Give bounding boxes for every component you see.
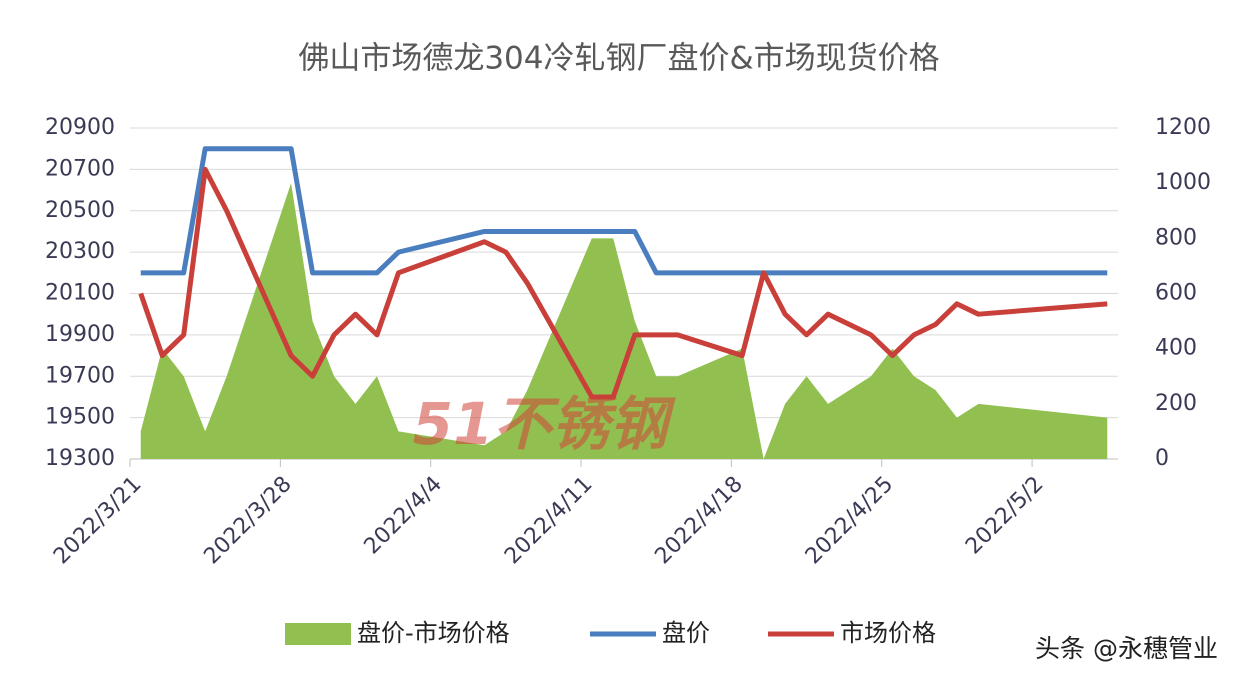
- y-tick-label: 20900: [45, 115, 115, 140]
- chart-title: 佛山市场德龙304冷轧钢厂盘价&市场现货价格: [298, 41, 939, 77]
- y-tick-label: 20700: [45, 156, 115, 181]
- legend-swatch: [285, 623, 351, 645]
- legend: 盘价-市场价格 盘价 市场价格: [285, 619, 936, 647]
- y-tick-label: 20300: [45, 239, 115, 264]
- y2-tick-label: 200: [1155, 391, 1197, 416]
- y-tick-label: 20100: [45, 281, 115, 306]
- area: [140, 183, 1108, 459]
- y-tick-label: 19500: [45, 405, 115, 430]
- y2-tick-label: 1000: [1155, 170, 1211, 195]
- legend-label: 市场价格: [840, 619, 936, 647]
- line: [140, 146, 1108, 276]
- y2-tick-label: 400: [1155, 336, 1197, 361]
- y-tick-label: 19700: [45, 363, 115, 388]
- y2-tick-label: 0: [1155, 446, 1169, 471]
- watermark: 51不锈钢: [413, 390, 677, 458]
- plot: 51不锈钢: [138, 146, 1108, 459]
- legend-label: 盘价: [662, 619, 710, 647]
- y-tick-label: 19300: [45, 446, 115, 471]
- line: [138, 166, 1108, 400]
- y2-tick-label: 1200: [1155, 115, 1211, 140]
- y-tick-label: 20500: [45, 198, 115, 223]
- legend-label: 盘价-市场价格: [357, 619, 510, 647]
- y2-tick-label: 800: [1155, 225, 1197, 250]
- y-tick-label: 19900: [45, 322, 115, 347]
- y2-tick-label: 600: [1155, 281, 1197, 306]
- credit: 头条 @永穗管业: [1035, 634, 1218, 663]
